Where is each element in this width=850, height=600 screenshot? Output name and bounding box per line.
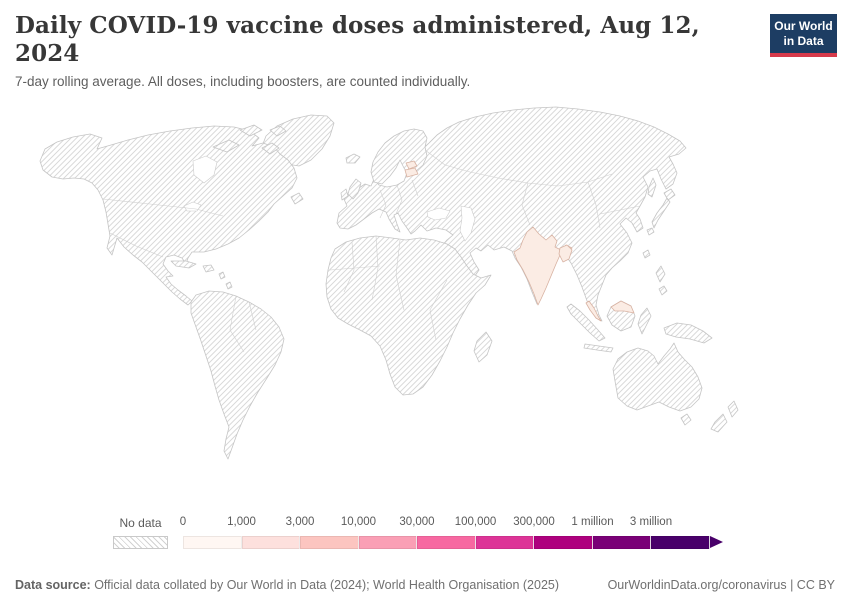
no-data-swatch[interactable] — [113, 536, 168, 549]
region-caribbean — [170, 260, 233, 290]
region-madagascar — [473, 331, 493, 363]
legend-tick-label: 100,000 — [454, 516, 497, 528]
legend-bin-6[interactable]: 300,000 — [513, 516, 593, 549]
world-map — [0, 95, 850, 515]
country-bangladesh[interactable] — [558, 244, 573, 263]
region-indonesia — [566, 300, 713, 353]
map-legend: No data 0 1,000 3,000 10,000 30,000 100,000 30… — [0, 510, 850, 555]
legend-bin-1[interactable]: 1,000 — [227, 516, 300, 549]
no-data-label: No data — [119, 516, 162, 530]
country-malaysia[interactable] — [585, 300, 635, 322]
black-sea — [426, 207, 451, 221]
region-iceland — [345, 153, 361, 164]
legend-tick-label: 300,000 — [513, 516, 555, 528]
legend-bin-0[interactable]: 0 — [180, 516, 242, 549]
data-source-label: Data source: — [15, 578, 91, 592]
page-title: Daily COVID-19 vaccine doses administere… — [15, 12, 700, 67]
region-taiwan — [642, 249, 651, 259]
region-sakhalin — [647, 177, 657, 198]
legend-tick-label: 3 million — [629, 516, 673, 528]
legend-tick-label: 1,000 — [227, 516, 256, 528]
data-source-text: Official data collated by Our World in D… — [90, 578, 560, 592]
country-india[interactable] — [513, 226, 573, 306]
great-lakes — [183, 201, 202, 212]
data-source-note: Data source: Official data collated by O… — [15, 578, 559, 592]
owid-logo-red-bar — [770, 53, 837, 57]
owid-logo-line1: Our World — [774, 19, 833, 33]
owid-logo-box: Our World in Data — [770, 14, 837, 53]
owid-coronavirus-link[interactable]: OurWorldinData.org/coronavirus — [607, 578, 787, 592]
chart-subtitle: 7-day rolling average. All doses, includ… — [15, 74, 471, 90]
region-philippines — [655, 265, 668, 296]
country-estonia[interactable] — [405, 160, 418, 170]
caspian-sea — [459, 205, 476, 242]
legend-tick-label: 3,000 — [285, 516, 315, 528]
region-japan — [646, 188, 676, 236]
hudson-bay — [192, 155, 218, 184]
legend-bin-7[interactable]: 1 million — [571, 516, 651, 549]
region-australia — [612, 342, 703, 426]
license-text: | CC BY — [786, 578, 835, 592]
country-latvia[interactable] — [404, 167, 419, 178]
region-south-america — [190, 290, 285, 460]
region-north-america — [39, 125, 298, 306]
legend-arrow-cap — [709, 536, 723, 548]
country-borders — [102, 149, 641, 353]
owid-logo-line2: in Data — [783, 34, 824, 48]
legend-bin-8[interactable]: 3 million — [630, 516, 710, 549]
legend-tick-label: 1 million — [571, 516, 614, 528]
legend-bar: 0 1,000 3,000 10,000 30,000 100,000 300,000 1 m… — [180, 516, 723, 549]
chart-footer: Data source: Official data collated by O… — [0, 578, 850, 592]
owid-logo[interactable]: Our World in Data — [770, 14, 837, 57]
chart-header: Daily COVID-19 vaccine doses administere… — [15, 12, 755, 91]
legend-tick-label: 0 — [179, 516, 187, 528]
region-arctic-islands — [212, 124, 304, 205]
legend-bin-5[interactable]: 100,000 — [455, 516, 534, 549]
region-new-zealand — [710, 400, 739, 433]
footer-credit: OurWorldinData.org/coronavirus | CC BY — [608, 578, 835, 592]
legend-bin-4[interactable]: 30,000 — [399, 516, 476, 549]
region-british-isles — [340, 178, 362, 201]
legend-bin-3[interactable]: 10,000 — [341, 516, 417, 549]
legend-bin-2[interactable]: 3,000 — [286, 516, 359, 549]
legend-tick-label: 10,000 — [340, 516, 377, 528]
legend-tick-label: 30,000 — [399, 516, 435, 528]
region-africa — [325, 235, 492, 396]
